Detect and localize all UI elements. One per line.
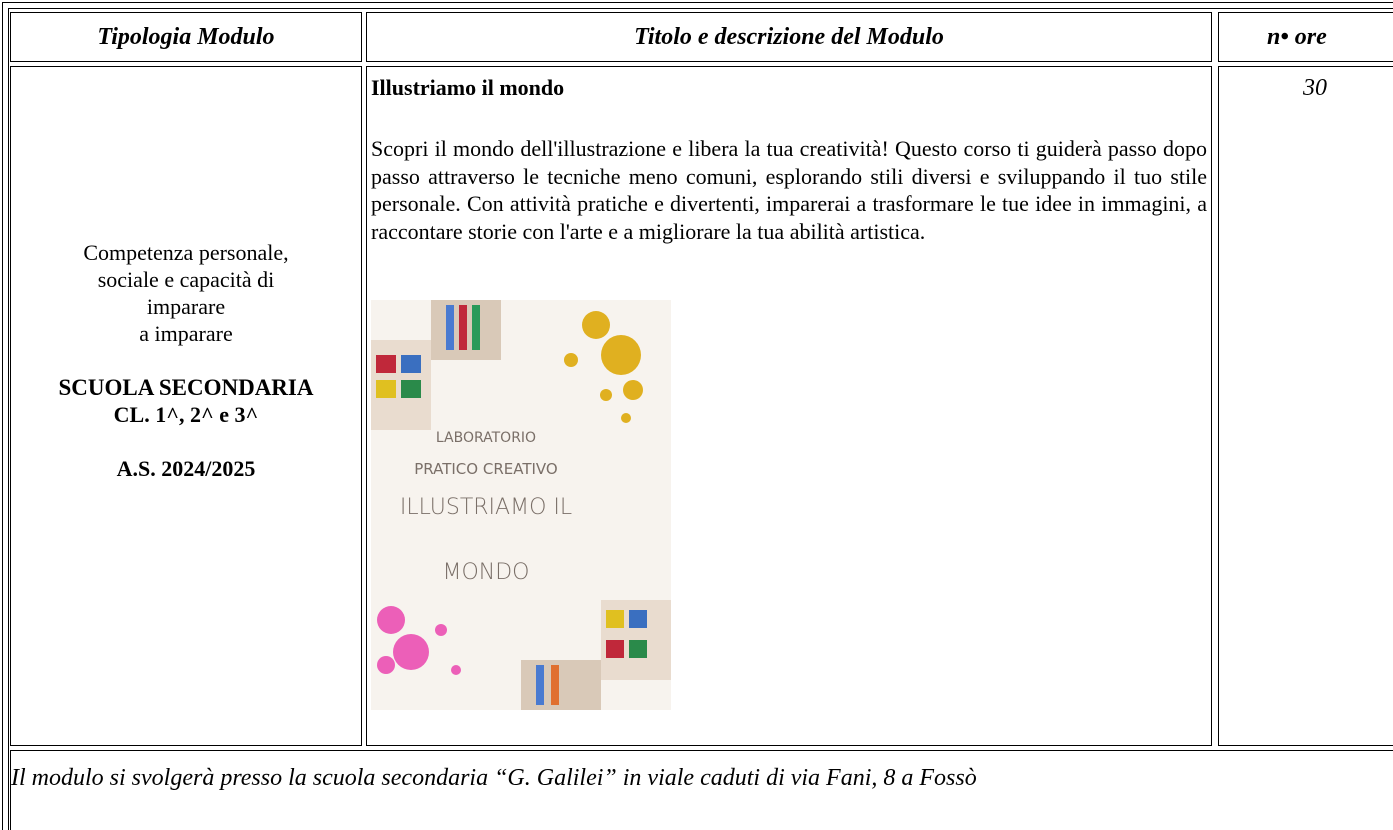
poster-text: MONDO bbox=[442, 560, 530, 585]
school-year: A.S. 2024/2025 bbox=[116, 456, 256, 481]
hours-value: 30 bbox=[1303, 75, 1327, 101]
header-text: Titolo e descrizione del Modulo bbox=[634, 24, 944, 50]
poster-art bbox=[371, 300, 671, 710]
header-text: n• ore bbox=[1267, 24, 1327, 50]
poster-text: LABORATORIO bbox=[435, 430, 537, 446]
header-text: Tipologia Modulo bbox=[97, 24, 275, 50]
header-cell: Titolo e descrizione del Modulo bbox=[366, 12, 1212, 62]
type-line: imparare bbox=[146, 294, 226, 319]
module-description: Scopri il mondo dell'illustrazione e lib… bbox=[371, 136, 1207, 244]
hours-cell: 30 bbox=[1218, 66, 1393, 746]
poster-text: ILLUSTRIAMO IL bbox=[399, 495, 573, 520]
type-cell: Competenza personale, sociale e capacità… bbox=[10, 66, 362, 746]
school-line: CL. 1^, 2^ e 3^ bbox=[113, 402, 259, 427]
type-line: a imparare bbox=[139, 321, 233, 346]
school-line: SCUOLA SECONDARIA bbox=[58, 375, 314, 400]
description-cell: Illustriamo il mondo Scopri il mondo del… bbox=[366, 66, 1212, 746]
type-line: Competenza personale, bbox=[83, 240, 289, 265]
module-title: Illustriamo il mondo bbox=[371, 75, 565, 100]
footer-cell: Il modulo si svolgerà presso la scuola s… bbox=[10, 750, 1393, 830]
header-cell: n• ore bbox=[1218, 12, 1393, 62]
table-frame-inner bbox=[8, 8, 1393, 830]
type-line: sociale e capacità di bbox=[97, 267, 275, 292]
type-text: Competenza personale, sociale e capacità… bbox=[11, 239, 361, 482]
poster-image: LABORATORIO PRATICO CREATIVO ILLUSTRIAMO… bbox=[371, 300, 671, 710]
header-cell: Tipologia Modulo bbox=[10, 12, 362, 62]
footer-text: Il modulo si svolgerà presso la scuola s… bbox=[11, 765, 977, 791]
poster-text: PRATICO CREATIVO bbox=[414, 460, 558, 478]
